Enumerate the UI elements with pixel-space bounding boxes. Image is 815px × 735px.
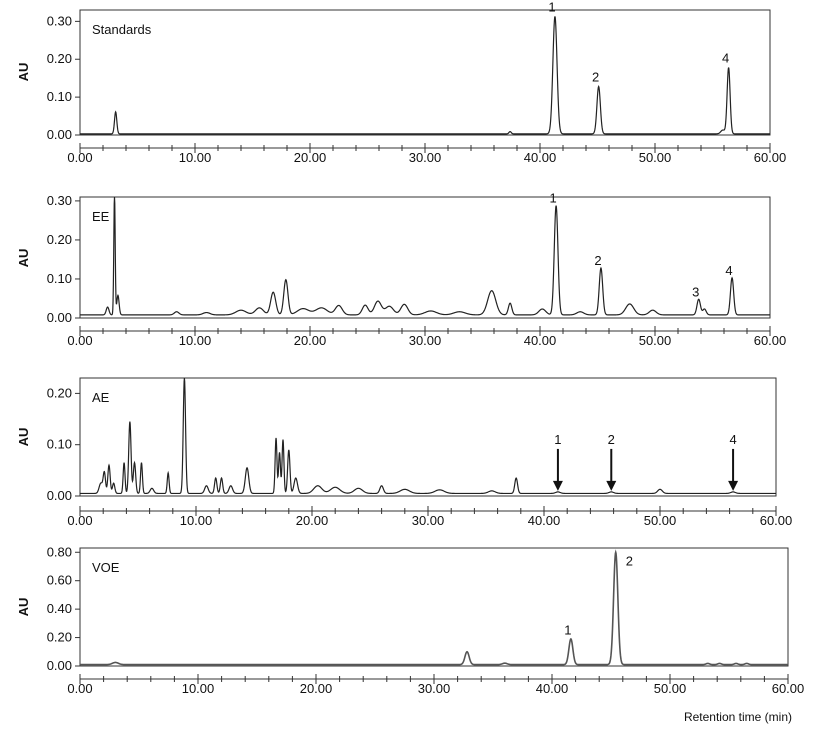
panel-ee: 0.00 10.00 20.00 30.00 40.00 50.00 60.00 0.00 0.…: [16, 191, 786, 348]
y-axis-label: AU: [16, 428, 31, 447]
x-tick-label: 0.00: [67, 150, 92, 165]
x-tick-label: 0.00: [67, 333, 92, 348]
panel-label: Standards: [92, 22, 152, 37]
peak-label: 2: [608, 432, 615, 447]
chromatogram-trace: [80, 377, 776, 495]
x-tick-label: 10.00: [179, 333, 212, 348]
peak-label: 4: [729, 432, 736, 447]
y-tick-label: 0.20: [47, 385, 72, 400]
x-tick-label: 40.00: [524, 333, 557, 348]
peak-arrow-head: [606, 480, 617, 491]
x-axis-label: Retention time (min): [684, 710, 792, 724]
x-tick-label: 30.00: [409, 333, 442, 348]
x-tick-label: 0.00: [67, 513, 92, 528]
x-tick-label: 30.00: [418, 681, 451, 696]
x-tick-label: 60.00: [754, 150, 787, 165]
y-tick-label: 0.00: [47, 127, 72, 142]
y-tick-label: 0.30: [47, 193, 72, 208]
peak-label: 4: [722, 51, 729, 66]
x-tick-label: 50.00: [654, 681, 687, 696]
x-tick-label: 20.00: [300, 681, 333, 696]
y-tick-label: 0.80: [47, 544, 72, 559]
peak-label: 1: [548, 0, 555, 15]
y-tick-label: 0.20: [47, 232, 72, 247]
x-tick-label: 10.00: [180, 513, 213, 528]
chromatogram-trace: [80, 16, 770, 135]
plot-frame: [79, 9, 771, 136]
peak-arrow-head: [728, 480, 739, 491]
peak-label: 2: [594, 253, 601, 268]
x-tick-label: 40.00: [524, 150, 557, 165]
panel-voe: 0.00 10.00 20.00 30.00 40.00 50.00 60.00 0.00 0.…: [16, 544, 804, 724]
x-tick-label: 10.00: [182, 681, 215, 696]
panel-standards: 0.00 10.00 20.00 30.00 40.00 50.00 60.00 0.00 0.…: [16, 0, 786, 165]
y-axis-label: AU: [16, 63, 31, 82]
peak-label: 2: [626, 554, 633, 569]
y-tick-label: 0.20: [47, 630, 72, 645]
y-tick-label: 0.00: [47, 658, 72, 673]
x-tick-label: 40.00: [528, 513, 561, 528]
peak-label: 3: [692, 284, 699, 299]
x-tick-label: 50.00: [644, 513, 677, 528]
y-tick-label: 0.10: [47, 271, 72, 286]
x-tick-label: 30.00: [412, 513, 445, 528]
x-tick-label: 0.00: [67, 681, 92, 696]
y-tick-label: 0.60: [47, 573, 72, 588]
panel-ae: 0.00 10.00 20.00 30.00 40.00 50.00 60.00 0.00 0.…: [16, 377, 793, 528]
y-axis-label: AU: [16, 249, 31, 268]
peak-label: 1: [549, 191, 556, 206]
chromatogram-trace: [80, 549, 788, 666]
y-tick-label: 0.30: [47, 13, 72, 28]
x-tick-label: 10.00: [179, 150, 212, 165]
x-tick-label: 60.00: [772, 681, 805, 696]
chromatogram-trace: [80, 196, 770, 316]
y-axis-label: AU: [16, 598, 31, 617]
x-tick-label: 20.00: [294, 150, 327, 165]
x-tick-label: 40.00: [536, 681, 569, 696]
y-tick-label: 0.40: [47, 601, 72, 616]
x-tick-label: 20.00: [296, 513, 329, 528]
y-tick-label: 0.10: [47, 89, 72, 104]
y-tick-label: 0.10: [47, 437, 72, 452]
y-tick-label: 0.00: [47, 310, 72, 325]
panel-label: EE: [92, 209, 110, 224]
x-tick-label: 50.00: [639, 150, 672, 165]
peak-label: 2: [592, 70, 599, 85]
panel-label: AE: [92, 390, 110, 405]
y-tick-label: 0.00: [47, 488, 72, 503]
plot-frame: [79, 196, 771, 319]
plot-frame: [79, 547, 789, 667]
x-tick-label: 20.00: [294, 333, 327, 348]
peak-arrow-head: [552, 480, 563, 491]
x-tick-label: 30.00: [409, 150, 442, 165]
peak-label: 4: [725, 263, 732, 278]
plot-frame: [79, 377, 777, 497]
peak-label: 1: [554, 432, 561, 447]
x-tick-label: 60.00: [760, 513, 793, 528]
y-tick-label: 0.20: [47, 51, 72, 66]
peak-label: 1: [564, 622, 571, 637]
x-tick-label: 60.00: [754, 333, 787, 348]
x-tick-label: 50.00: [639, 333, 672, 348]
panel-label: VOE: [92, 560, 120, 575]
